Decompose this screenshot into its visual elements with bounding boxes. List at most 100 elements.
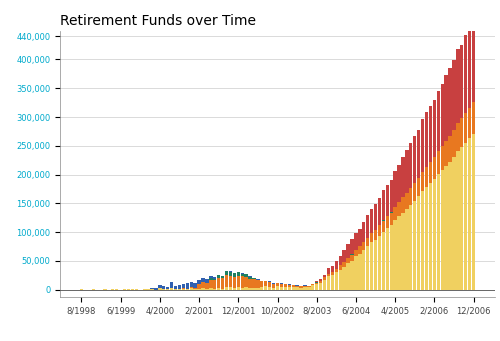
Bar <box>166 289 170 290</box>
Bar <box>292 285 295 287</box>
Bar <box>456 123 460 151</box>
Bar <box>264 286 268 290</box>
Bar <box>342 250 346 262</box>
Bar <box>288 285 291 287</box>
Bar <box>256 280 260 288</box>
Bar <box>390 212 393 225</box>
Bar <box>154 288 158 290</box>
Bar <box>444 166 448 290</box>
Bar <box>394 220 397 290</box>
Bar <box>366 246 370 290</box>
Bar <box>268 281 272 282</box>
Bar <box>468 107 471 138</box>
Bar <box>311 285 314 290</box>
Bar <box>378 236 381 290</box>
Bar <box>209 280 212 288</box>
Bar <box>432 179 436 290</box>
Bar <box>378 225 381 236</box>
Bar <box>229 272 232 276</box>
Bar <box>174 286 177 288</box>
Bar <box>248 288 252 290</box>
Bar <box>358 247 362 254</box>
Bar <box>413 183 416 201</box>
Bar <box>429 106 432 162</box>
Bar <box>382 232 385 290</box>
Bar <box>232 273 236 277</box>
Bar <box>209 288 212 290</box>
Bar <box>409 205 412 290</box>
Bar <box>272 287 275 290</box>
Bar <box>213 280 216 289</box>
Bar <box>319 283 322 290</box>
Bar <box>276 283 279 286</box>
Bar <box>350 239 354 254</box>
Bar <box>300 286 302 288</box>
Bar <box>194 283 197 288</box>
Bar <box>382 221 385 232</box>
Bar <box>280 287 283 290</box>
Bar <box>327 268 330 274</box>
Bar <box>358 254 362 290</box>
Bar <box>127 289 130 290</box>
Bar <box>417 196 420 290</box>
Bar <box>436 151 440 174</box>
Bar <box>158 285 162 288</box>
Bar <box>330 266 334 271</box>
Bar <box>182 289 185 290</box>
Text: Retirement Funds over Time: Retirement Funds over Time <box>60 14 256 28</box>
Bar <box>382 190 385 220</box>
Bar <box>452 130 456 157</box>
Bar <box>370 242 374 290</box>
Bar <box>342 267 346 290</box>
Bar <box>190 288 193 290</box>
Bar <box>252 279 256 288</box>
Bar <box>311 284 314 285</box>
Bar <box>452 157 456 290</box>
Bar <box>346 258 350 263</box>
Bar <box>288 287 291 290</box>
Bar <box>182 284 185 288</box>
Bar <box>244 287 248 290</box>
Bar <box>472 102 475 134</box>
Bar <box>213 289 216 290</box>
Bar <box>405 193 408 209</box>
Bar <box>362 242 366 250</box>
Bar <box>194 288 197 290</box>
Bar <box>374 240 377 290</box>
Bar <box>417 130 420 178</box>
Bar <box>209 276 212 279</box>
Bar <box>362 222 366 242</box>
Bar <box>444 75 448 141</box>
Bar <box>276 286 279 290</box>
Bar <box>452 60 456 130</box>
Bar <box>300 285 302 286</box>
Bar <box>413 201 416 290</box>
Bar <box>240 288 244 290</box>
Bar <box>225 287 228 290</box>
Bar <box>421 191 424 290</box>
Bar <box>178 289 181 290</box>
Bar <box>460 45 464 118</box>
Bar <box>198 280 200 284</box>
Bar <box>158 288 162 290</box>
Bar <box>334 261 338 269</box>
Bar <box>330 272 334 275</box>
Bar <box>206 279 208 283</box>
Bar <box>448 136 452 162</box>
Bar <box>244 274 248 277</box>
Bar <box>304 285 306 287</box>
Bar <box>115 289 118 290</box>
Bar <box>268 287 272 290</box>
Bar <box>319 279 322 281</box>
Bar <box>213 279 216 280</box>
Bar <box>323 280 326 290</box>
Bar <box>342 262 346 267</box>
Bar <box>409 188 412 205</box>
Bar <box>327 277 330 290</box>
Bar <box>229 276 232 287</box>
Bar <box>202 288 204 290</box>
Bar <box>421 119 424 172</box>
Bar <box>272 283 275 287</box>
Bar <box>405 150 408 193</box>
Bar <box>464 143 468 290</box>
